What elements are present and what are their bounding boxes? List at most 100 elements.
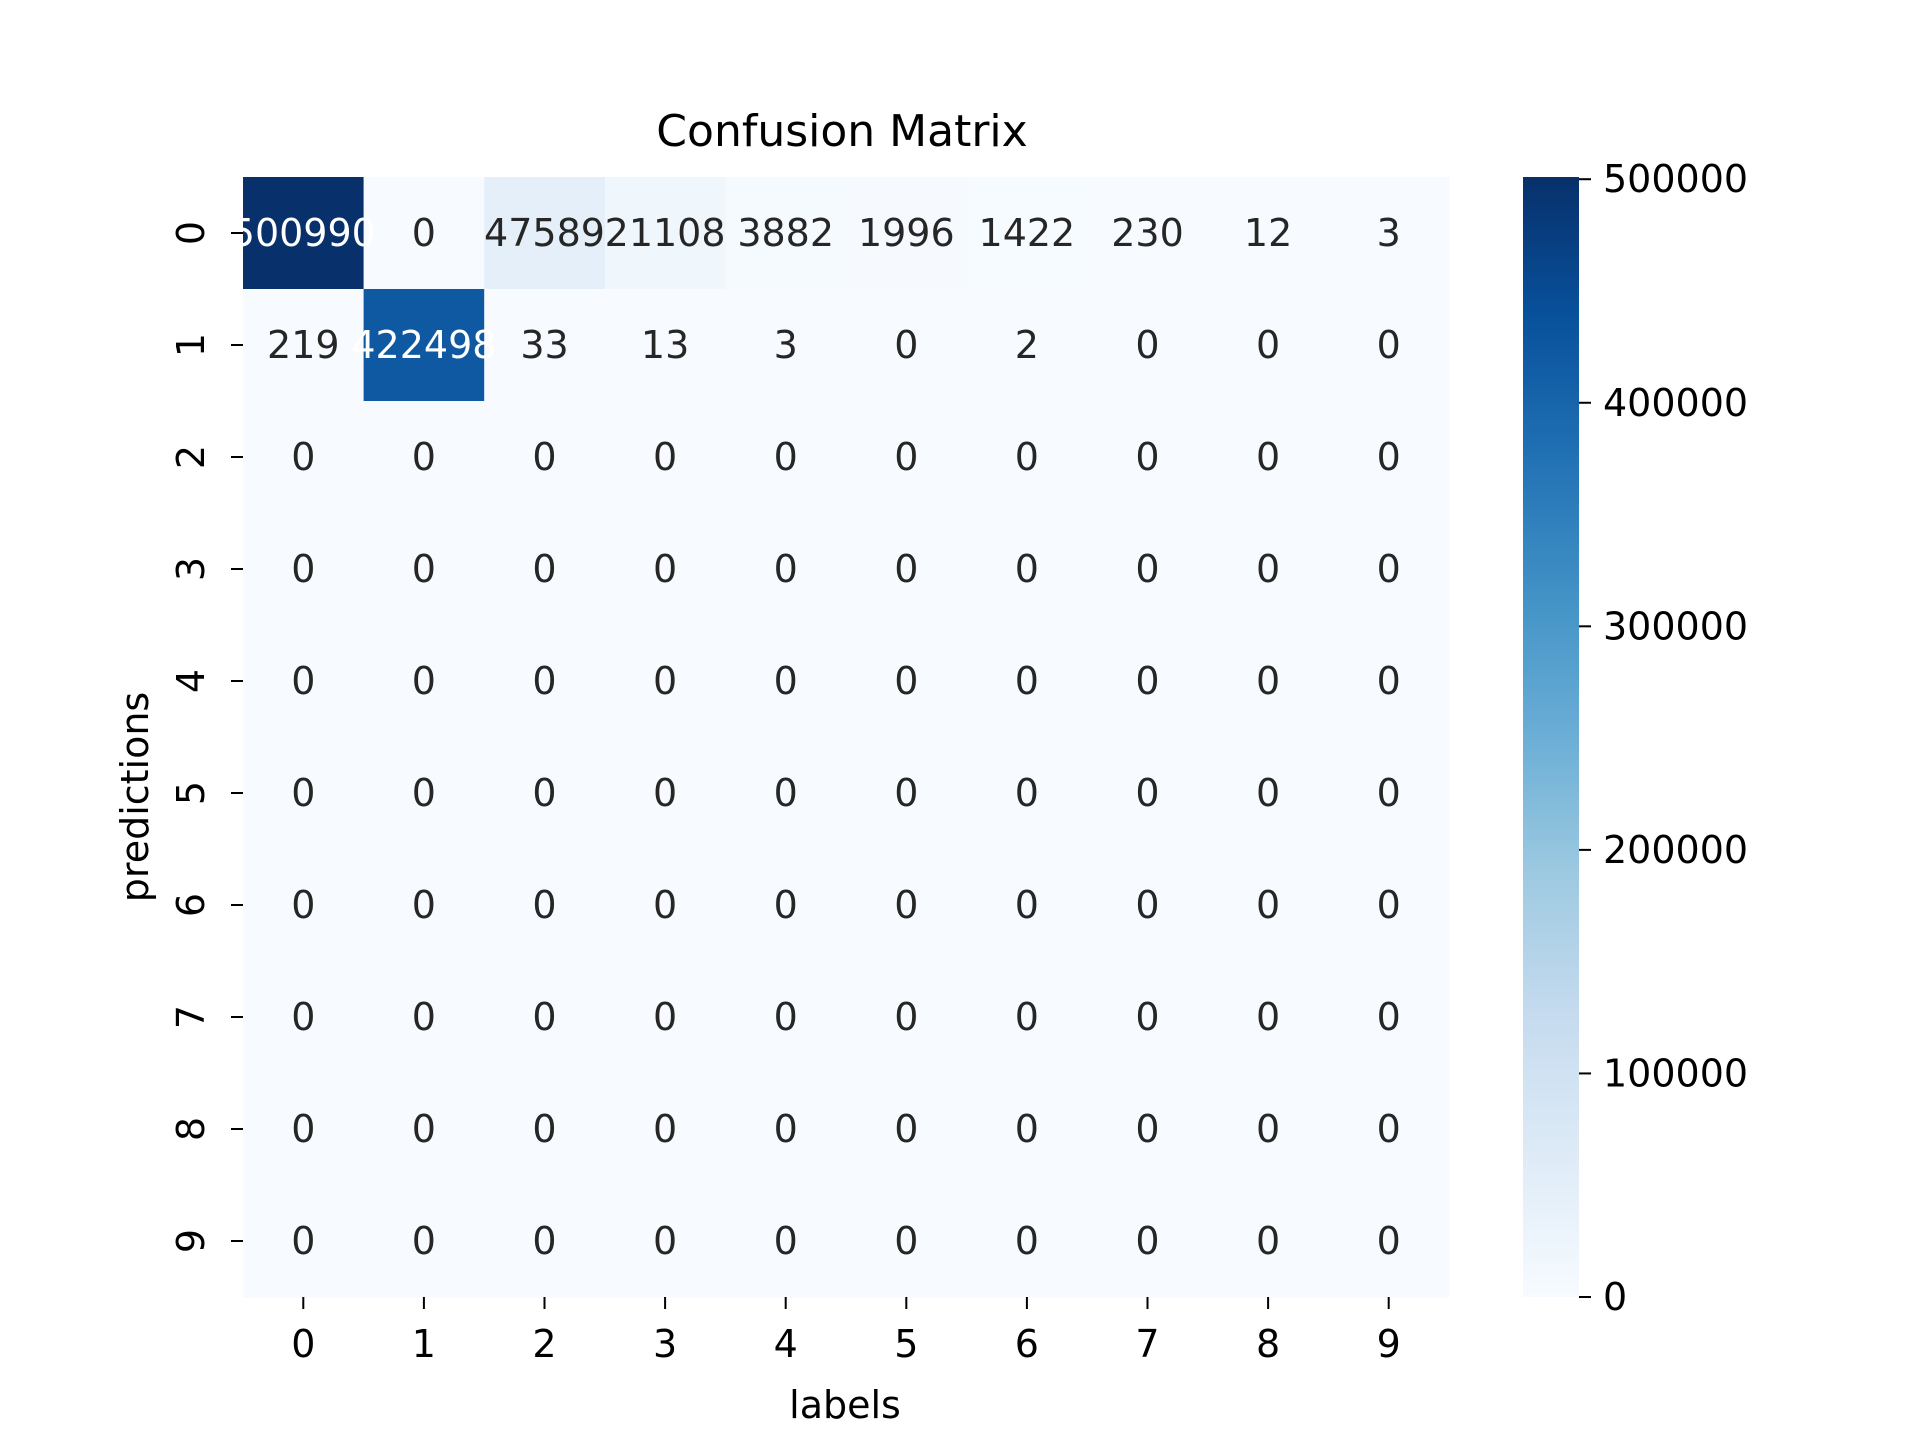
y-axis-label: predictions bbox=[113, 692, 157, 902]
heatmap-cell-label: 0 bbox=[532, 435, 556, 479]
heatmap-cell bbox=[604, 289, 726, 402]
heatmap-cell bbox=[725, 625, 847, 738]
heatmap-cell bbox=[1087, 737, 1209, 850]
heatmap-cell-label: 3882 bbox=[737, 211, 834, 255]
heatmap-cell bbox=[1207, 625, 1329, 738]
heatmap-cell bbox=[484, 1073, 606, 1186]
heatmap-cell bbox=[484, 401, 606, 514]
x-axis-label: labels bbox=[789, 1383, 901, 1427]
heatmap-cell bbox=[604, 177, 726, 290]
heatmap-cell-label: 0 bbox=[532, 547, 556, 591]
heatmap-cell-label: 0 bbox=[532, 1219, 556, 1263]
heatmap-cell bbox=[1328, 401, 1450, 514]
heatmap-cells bbox=[243, 177, 1450, 1298]
heatmap-cell-label: 0 bbox=[1256, 323, 1280, 367]
heatmap-cell bbox=[966, 849, 1088, 962]
heatmap-cell-label: 0 bbox=[1256, 547, 1280, 591]
heatmap-cell-label: 0 bbox=[774, 771, 798, 815]
heatmap-cell bbox=[725, 513, 847, 626]
heatmap-cell-label: 0 bbox=[774, 435, 798, 479]
heatmap-cell-label: 0 bbox=[1377, 659, 1401, 703]
heatmap-cell-label: 0 bbox=[1377, 883, 1401, 927]
heatmap-cell bbox=[966, 737, 1088, 850]
heatmap-cell bbox=[725, 1073, 847, 1186]
heatmap-cell bbox=[725, 401, 847, 514]
heatmap-cell bbox=[484, 737, 606, 850]
heatmap-cell-label: 0 bbox=[894, 547, 918, 591]
y-tick-label: 9 bbox=[169, 1229, 213, 1253]
heatmap-cell-label: 0 bbox=[1015, 659, 1039, 703]
heatmap-cell-label: 0 bbox=[412, 883, 436, 927]
heatmap-cell-label: 0 bbox=[1377, 547, 1401, 591]
heatmap-cell-label: 0 bbox=[894, 659, 918, 703]
x-tick-label: 6 bbox=[1015, 1322, 1039, 1366]
heatmap-cell-label: 0 bbox=[1256, 771, 1280, 815]
heatmap-cell bbox=[846, 737, 968, 850]
heatmap-cell bbox=[363, 177, 485, 290]
heatmap-cell bbox=[1207, 1185, 1329, 1298]
x-tick-label: 4 bbox=[774, 1322, 798, 1366]
y-tick-label: 7 bbox=[169, 1005, 213, 1029]
heatmap-cell-label: 0 bbox=[532, 659, 556, 703]
heatmap-cell bbox=[1087, 1073, 1209, 1186]
heatmap-cell bbox=[725, 177, 847, 290]
heatmap-cell-label: 0 bbox=[291, 547, 315, 591]
heatmap-cell bbox=[1207, 177, 1329, 290]
heatmap-cell bbox=[846, 289, 968, 402]
x-tick-label: 8 bbox=[1256, 1322, 1280, 1366]
heatmap-cell-label: 0 bbox=[1135, 771, 1159, 815]
heatmap-cell-label: 0 bbox=[894, 323, 918, 367]
heatmap-cell bbox=[243, 849, 365, 962]
heatmap-cell bbox=[1207, 849, 1329, 962]
colorbar-tick-label: 300000 bbox=[1603, 604, 1748, 648]
heatmap-cell-label: 3 bbox=[774, 323, 798, 367]
heatmap-cell bbox=[243, 401, 365, 514]
heatmap-cell-label: 0 bbox=[894, 1219, 918, 1263]
heatmap-cell-label: 0 bbox=[653, 659, 677, 703]
y-tick-label: 5 bbox=[169, 781, 213, 805]
heatmap-cell-label: 500990 bbox=[231, 211, 376, 255]
heatmap-cell-label: 0 bbox=[412, 1219, 436, 1263]
heatmap-cell bbox=[604, 1073, 726, 1186]
heatmap-cell bbox=[846, 961, 968, 1074]
heatmap-cell bbox=[363, 961, 485, 1074]
heatmap-cell-label: 0 bbox=[653, 771, 677, 815]
heatmap-cell bbox=[966, 1185, 1088, 1298]
heatmap-cell bbox=[604, 401, 726, 514]
heatmap-cell bbox=[1328, 513, 1450, 626]
x-tick-label: 9 bbox=[1377, 1322, 1401, 1366]
heatmap-cell bbox=[363, 737, 485, 850]
x-tick-label: 1 bbox=[412, 1322, 436, 1366]
heatmap-cell-label: 0 bbox=[291, 883, 315, 927]
y-axis: 0 1 2 3 4 5 6 7 8 9 bbox=[169, 221, 243, 1253]
y-tick-label: 1 bbox=[169, 333, 213, 357]
heatmap-cell-label: 0 bbox=[1135, 1107, 1159, 1151]
heatmap-cell-label: 0 bbox=[1377, 323, 1401, 367]
heatmap-cell-label: 0 bbox=[532, 995, 556, 1039]
heatmap-cell bbox=[604, 849, 726, 962]
heatmap-cell-label: 1422 bbox=[979, 211, 1076, 255]
heatmap-cell-label: 0 bbox=[653, 435, 677, 479]
heatmap-cell-label: 219 bbox=[267, 323, 340, 367]
heatmap-cell-label: 0 bbox=[1135, 1219, 1159, 1263]
heatmap-cell-label: 0 bbox=[291, 1219, 315, 1263]
y-tick-label: 8 bbox=[169, 1117, 213, 1141]
heatmap-cell-label: 0 bbox=[1015, 1107, 1039, 1151]
heatmap-cell-label: 0 bbox=[412, 1107, 436, 1151]
heatmap-cell bbox=[1087, 289, 1209, 402]
heatmap-cell-label: 0 bbox=[1377, 995, 1401, 1039]
heatmap-cell-label: 0 bbox=[774, 883, 798, 927]
heatmap-cell bbox=[604, 625, 726, 738]
heatmap-cell-label: 12 bbox=[1244, 211, 1292, 255]
heatmap-cell bbox=[243, 625, 365, 738]
heatmap-cell bbox=[846, 1073, 968, 1186]
heatmap-cell-label: 0 bbox=[1256, 1107, 1280, 1151]
heatmap-cell-label: 0 bbox=[532, 883, 556, 927]
heatmap-cell bbox=[243, 513, 365, 626]
heatmap-cell bbox=[604, 1185, 726, 1298]
heatmap-cell-label: 0 bbox=[291, 771, 315, 815]
heatmap-cell bbox=[725, 961, 847, 1074]
heatmap-cell bbox=[1087, 401, 1209, 514]
heatmap-cell bbox=[604, 737, 726, 850]
